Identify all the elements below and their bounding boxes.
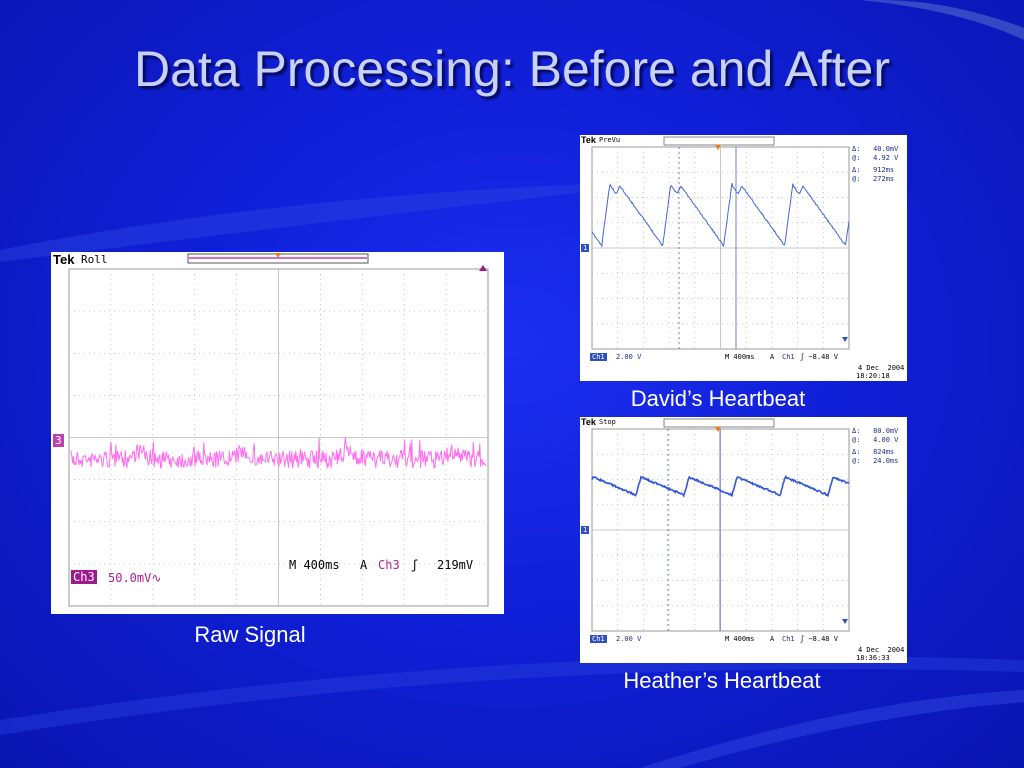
raw-trigger-level: 219mV <box>437 558 474 572</box>
heather-trigger-level-marker <box>842 619 848 624</box>
david-heartbeat-plot <box>591 136 850 350</box>
david-at-t: @: 272ms <box>852 175 895 183</box>
david-scope-mode: PreVu <box>599 136 621 144</box>
david-trigger-position-marker <box>715 145 721 150</box>
david-delta-v: Δ: 40.0mV <box>852 145 899 153</box>
heather-heartbeat-trace <box>591 474 850 498</box>
david-trigger-label: A <box>770 353 775 361</box>
david-time: 18:20:18 <box>856 372 890 380</box>
david-trigger-channel: Ch1 <box>782 353 795 361</box>
heather-channel-marker: 1 <box>581 526 590 534</box>
raw-trigger-label: A <box>360 558 368 572</box>
heather-scope-image: Tek Stop 1 Δ: 80.0mV @: 4.00 V Δ: 824ms … <box>580 417 907 663</box>
heather-scope-mode: Stop <box>599 418 616 426</box>
raw-trigger-level-marker <box>479 265 487 271</box>
david-scope-image: Tek PreVu 1 Δ: 40.0mV @: 4.92 V Δ: 912ms… <box>580 135 907 381</box>
heather-trigger-label: A <box>770 635 775 643</box>
raw-signal-trace <box>70 437 487 470</box>
heather-trigger-level: ʃ −8.48 V <box>800 635 838 643</box>
raw-signal-caption: Raw Signal <box>194 622 306 647</box>
raw-trigger-slope: ʃ <box>411 558 419 572</box>
raw-signal-scope-image: Tek Roll 3 M 400ms A Ch3 ʃ 219mV Ch3 50.… <box>51 252 504 614</box>
raw-channel-tag: Ch3 <box>71 570 97 584</box>
heather-date: 4 Dec 2004 <box>858 646 905 654</box>
raw-timebase: M 400ms <box>289 558 340 572</box>
raw-trigger-channel: Ch3 <box>378 558 400 572</box>
heather-at-v: @: 4.00 V <box>852 436 899 444</box>
heather-trigger-position-marker <box>715 427 721 432</box>
heather-channel-tag: Ch1 <box>590 635 607 643</box>
david-caption: David’s Heartbeat <box>630 386 806 411</box>
heather-caption: Heather’s Heartbeat <box>623 668 821 693</box>
david-trigger-level-marker <box>842 337 848 342</box>
heather-record-bar <box>663 418 775 428</box>
heather-heartbeat-plot <box>591 418 850 632</box>
david-heartbeat-trace <box>591 182 850 248</box>
heather-delta-v: Δ: 80.0mV <box>852 427 899 435</box>
slide-title: Data Processing: Before and After <box>134 41 890 97</box>
raw-signal-plot <box>68 253 489 607</box>
david-at-v: @: 4.92 V <box>852 154 899 162</box>
heather-delta-t: Δ: 824ms <box>852 448 895 456</box>
raw-channel-scale: 50.0mV∿ <box>108 571 162 585</box>
david-scope-brand: Tek <box>581 135 596 145</box>
raw-trigger-position-marker <box>275 253 281 258</box>
david-channel-marker: 1 <box>581 244 590 252</box>
raw-channel-marker: 3 <box>53 434 64 447</box>
raw-scope-mode: Roll <box>81 253 108 266</box>
raw-scope-brand: Tek <box>53 252 75 267</box>
heather-scope-brand: Tek <box>581 417 596 427</box>
david-trigger-level: ʃ −8.48 V <box>800 353 838 361</box>
heather-channel-scale: 2.00 V <box>616 635 642 643</box>
heather-at-t: @: 24.0ms <box>852 457 899 465</box>
david-channel-tag: Ch1 <box>590 353 607 361</box>
david-delta-t: Δ: 912ms <box>852 166 895 174</box>
david-timebase: M 400ms <box>725 353 755 361</box>
heather-time: 18:36:33 <box>856 654 890 662</box>
heather-timebase: M 400ms <box>725 635 755 643</box>
david-date: 4 Dec 2004 <box>858 364 905 372</box>
david-channel-scale: 2.00 V <box>616 353 642 361</box>
heather-trigger-channel: Ch1 <box>782 635 795 643</box>
david-record-bar <box>663 136 775 146</box>
